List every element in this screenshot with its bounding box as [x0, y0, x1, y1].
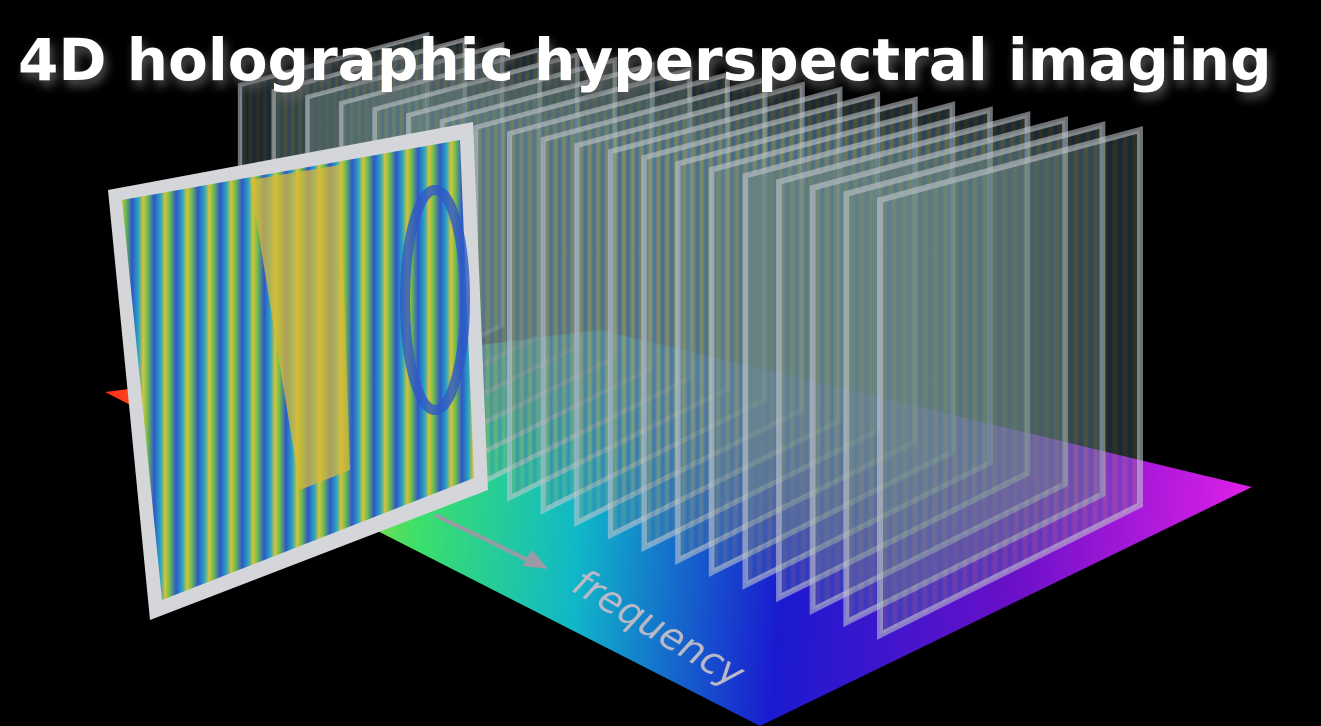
illustration: frequency 4D holographic hyperspectral i…: [0, 0, 1321, 726]
title: 4D holographic hyperspectral imaging: [18, 26, 1272, 94]
